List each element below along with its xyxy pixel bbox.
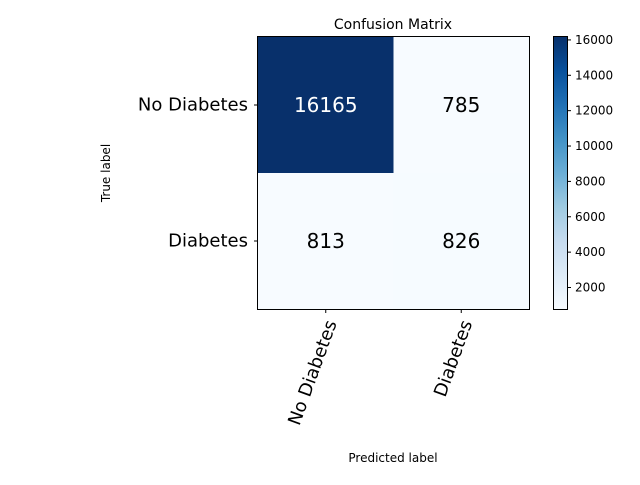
colorbar — [553, 36, 568, 310]
y-tick-group: No Diabetes Diabetes — [138, 95, 258, 252]
x-tick-label: No Diabetes — [284, 317, 341, 428]
chart-title: Confusion Matrix — [334, 17, 452, 33]
matrix-cell — [393, 37, 530, 174]
colorbar-tick-label: 2000 — [575, 281, 606, 295]
colorbar-tick-label: 16000 — [575, 33, 613, 47]
cell-value-label: 785 — [442, 93, 480, 117]
cell-value-label: 826 — [442, 229, 480, 253]
matrix-cell-labels: 16165 785 813 826 — [294, 93, 480, 253]
colorbar-tick-label: 8000 — [575, 174, 606, 188]
colorbar-tick-label: 4000 — [575, 245, 606, 259]
matrix-cell — [393, 173, 530, 310]
colorbar-tick-group: 2000 4000 6000 8000 10000 12000 14000 16000 — [567, 33, 613, 295]
x-axis-label: Predicted label — [348, 451, 437, 465]
matrix-cells — [258, 37, 530, 310]
colorbar-tick-label: 12000 — [575, 104, 613, 118]
y-tick-label: No Diabetes — [138, 95, 248, 116]
y-axis-label: True label — [99, 144, 113, 203]
x-tick-label: Diabetes — [430, 317, 477, 399]
colorbar-tick-label: 10000 — [575, 139, 613, 153]
matrix-cell — [258, 37, 394, 174]
x-tick-group: No Diabetes Diabetes — [284, 309, 477, 428]
cell-value-label: 16165 — [294, 93, 358, 117]
colorbar-tick-label: 14000 — [575, 68, 613, 82]
colorbar-tick-label: 6000 — [575, 210, 606, 224]
y-tick-label: Diabetes — [168, 231, 248, 252]
matrix-cell — [258, 173, 394, 310]
plot-frame — [257, 36, 530, 310]
cell-value-label: 813 — [307, 229, 345, 253]
